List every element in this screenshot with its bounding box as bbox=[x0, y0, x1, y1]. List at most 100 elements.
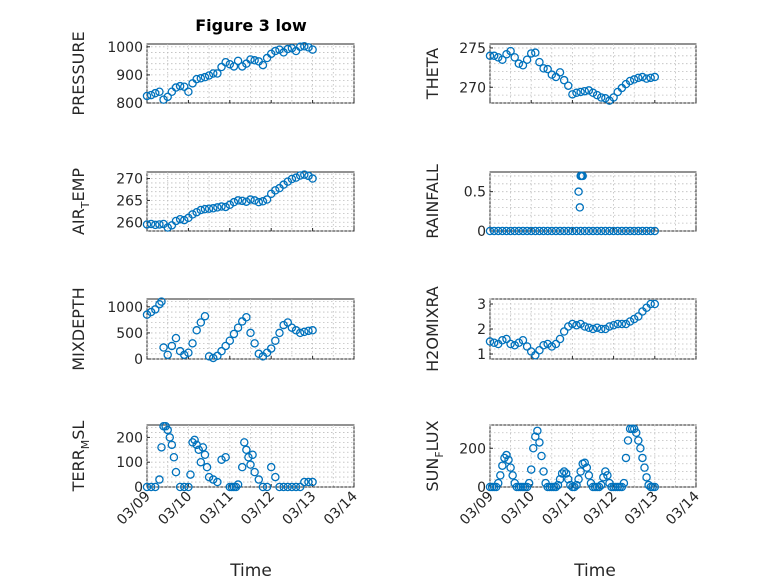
data-point bbox=[262, 195, 272, 204]
data-point bbox=[254, 349, 264, 359]
data-point bbox=[584, 471, 594, 480]
data-point bbox=[493, 478, 503, 488]
x-tick-label: 03/10 bbox=[498, 489, 538, 529]
y-tick-label: 1000 bbox=[107, 40, 143, 56]
y-tick-label: 1000 bbox=[107, 300, 143, 316]
data-point bbox=[300, 41, 309, 51]
data-point bbox=[233, 56, 243, 66]
data-point bbox=[300, 170, 309, 179]
data-point bbox=[551, 72, 561, 82]
data-point bbox=[564, 474, 573, 484]
data-point bbox=[308, 326, 317, 335]
data-point bbox=[287, 174, 297, 184]
data-point bbox=[642, 226, 651, 236]
data-point bbox=[588, 88, 598, 98]
y-tick-label: 260 bbox=[116, 215, 143, 231]
data-point bbox=[180, 350, 189, 360]
x-tick-label: 03/12 bbox=[581, 489, 621, 529]
x-tick-label: 03/10 bbox=[155, 489, 195, 529]
x-axis-label-right: Time bbox=[573, 561, 616, 581]
data-point bbox=[518, 335, 528, 345]
data-point bbox=[304, 171, 313, 181]
data-point bbox=[159, 343, 168, 352]
data-point bbox=[167, 440, 177, 450]
data-point bbox=[609, 93, 618, 102]
y-tick-label: 0 bbox=[134, 352, 143, 368]
data-point bbox=[258, 197, 268, 206]
data-point bbox=[204, 472, 214, 482]
y-tick-label: 0 bbox=[477, 480, 486, 496]
data-point bbox=[555, 226, 565, 236]
data-point bbox=[217, 346, 226, 356]
data-point bbox=[250, 196, 259, 205]
data-point bbox=[629, 314, 639, 324]
data-point bbox=[221, 341, 230, 351]
data-point bbox=[221, 452, 230, 462]
data-point bbox=[634, 226, 643, 236]
data-point bbox=[498, 461, 507, 470]
data-point bbox=[594, 482, 604, 492]
data-point bbox=[146, 307, 156, 317]
data-point bbox=[582, 463, 592, 472]
data-point bbox=[217, 62, 226, 72]
data-point bbox=[175, 214, 185, 224]
data-point bbox=[619, 478, 629, 488]
data-point bbox=[304, 477, 313, 487]
data-point bbox=[634, 73, 643, 83]
data-point bbox=[188, 438, 197, 447]
data-point bbox=[300, 477, 309, 487]
y-tick-label: 270 bbox=[459, 80, 486, 96]
data-point bbox=[184, 348, 193, 357]
data-point bbox=[180, 215, 189, 225]
data-point bbox=[650, 299, 660, 309]
data-point bbox=[184, 87, 193, 97]
data-point bbox=[539, 467, 548, 476]
data-point bbox=[535, 226, 544, 236]
data-point bbox=[646, 226, 655, 236]
data-point bbox=[248, 450, 257, 460]
subplot-air-temp: 260 265 270 AIRTEMP bbox=[69, 168, 355, 235]
data-point bbox=[621, 453, 631, 463]
data-point bbox=[283, 482, 293, 492]
data-point bbox=[559, 75, 569, 85]
data-point bbox=[529, 443, 538, 453]
data-point bbox=[155, 475, 164, 484]
data-point bbox=[208, 69, 218, 78]
subplot-h2omixra: 1 2 3 H2OMIXRA bbox=[423, 286, 697, 372]
data-point bbox=[295, 482, 305, 492]
data-point bbox=[485, 51, 495, 61]
figure-title: Figure 3 low bbox=[195, 16, 307, 35]
data-point bbox=[151, 305, 160, 314]
data-point bbox=[186, 470, 195, 479]
data-point bbox=[188, 339, 197, 348]
data-point bbox=[192, 74, 201, 84]
data-point bbox=[547, 342, 557, 351]
data-point bbox=[638, 226, 647, 236]
x-tick-label: 03/12 bbox=[238, 489, 278, 529]
data-point bbox=[514, 59, 524, 68]
data-point bbox=[242, 445, 251, 455]
data-point bbox=[508, 471, 517, 480]
data-point bbox=[163, 350, 172, 360]
y-tick-label: 0 bbox=[477, 224, 486, 240]
data-point bbox=[533, 426, 542, 436]
data-point bbox=[601, 226, 610, 236]
data-point bbox=[225, 59, 235, 69]
data-point bbox=[498, 55, 507, 64]
y-tick-label: 265 bbox=[116, 193, 143, 209]
data-point bbox=[640, 463, 649, 472]
y-tick-label: 100 bbox=[116, 455, 143, 471]
data-point bbox=[609, 226, 618, 236]
data-point bbox=[518, 60, 528, 70]
data-point bbox=[623, 436, 633, 445]
data-point bbox=[650, 482, 660, 492]
data-point bbox=[625, 317, 635, 326]
data-point bbox=[551, 339, 561, 349]
data-point bbox=[496, 471, 505, 480]
data-point bbox=[151, 482, 160, 492]
data-point bbox=[275, 482, 284, 492]
subplot-mixdepth: 0 500 1000 MIXDEPTH bbox=[69, 287, 355, 371]
data-point bbox=[204, 204, 214, 213]
